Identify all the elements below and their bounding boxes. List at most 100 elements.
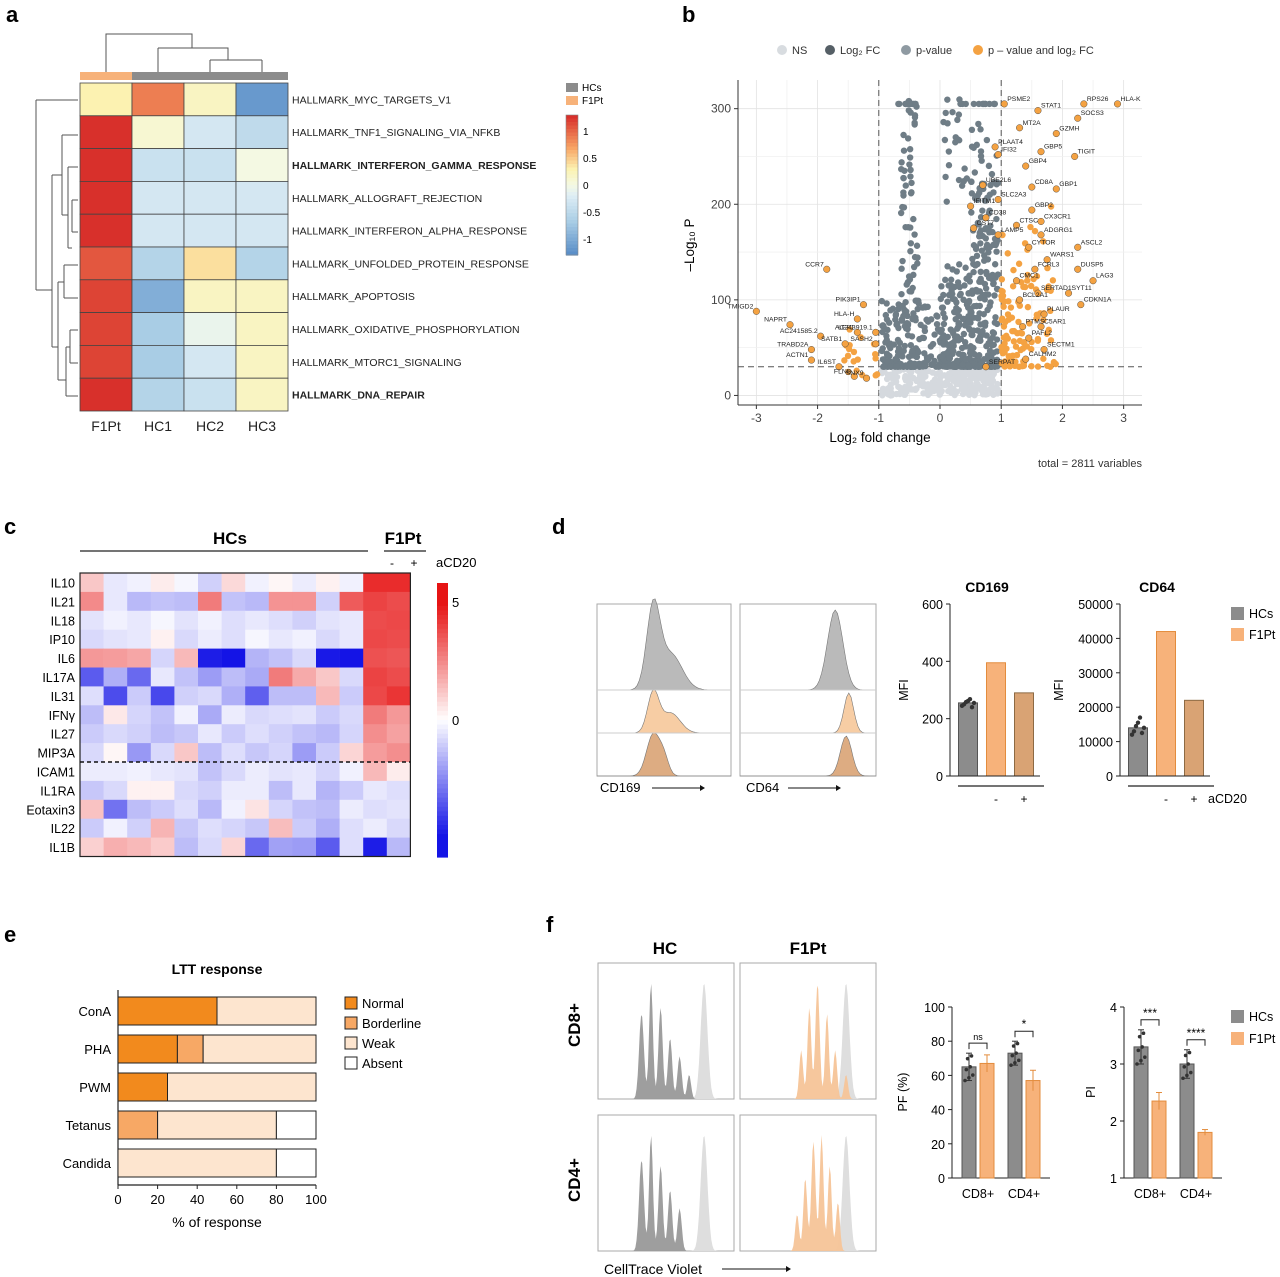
colorbar-segment bbox=[566, 206, 578, 211]
heatmap-cell bbox=[150, 648, 175, 668]
volcano-point bbox=[893, 362, 900, 370]
y-tick-label: 600 bbox=[922, 598, 943, 612]
heatmap-cell bbox=[339, 686, 364, 706]
stacked-bar-segment bbox=[117, 1072, 168, 1102]
volcano-point bbox=[1015, 260, 1023, 267]
labeled-gene-point bbox=[1025, 334, 1033, 342]
gene-label: PAFL2 bbox=[1032, 330, 1052, 337]
cytokine-label: IL21 bbox=[51, 595, 75, 609]
colorbar-segment bbox=[437, 820, 448, 826]
volcano-point bbox=[906, 276, 914, 283]
heatmap-cell bbox=[386, 648, 411, 668]
volcano-point bbox=[982, 235, 990, 242]
cytokine-label: IP10 bbox=[49, 633, 75, 647]
heatmap-cell bbox=[183, 312, 237, 346]
volcano-point bbox=[942, 276, 949, 284]
labeled-gene-point bbox=[994, 231, 1002, 239]
heatmap-cell bbox=[127, 648, 152, 668]
volcano-point bbox=[1031, 227, 1039, 235]
volcano-point bbox=[903, 281, 910, 288]
heatmap-cell bbox=[363, 573, 388, 593]
gene-label: GBP4 bbox=[1029, 158, 1047, 165]
volcano-point bbox=[968, 126, 976, 134]
colorbar-segment bbox=[437, 720, 448, 726]
data-point bbox=[971, 700, 977, 706]
volcano-point bbox=[1001, 340, 1008, 347]
labeled-gene-point bbox=[1089, 277, 1097, 285]
volcano-point bbox=[944, 333, 951, 341]
heatmap-cell bbox=[316, 818, 340, 838]
volcano-point bbox=[954, 136, 961, 143]
heatmap-cell bbox=[339, 610, 364, 630]
gene-label: CD38 bbox=[989, 210, 1007, 217]
legend-dot bbox=[901, 45, 911, 55]
volcano-point bbox=[941, 314, 949, 322]
volcano-point bbox=[992, 314, 999, 321]
row-label-cd8: CD8+ bbox=[565, 1003, 584, 1047]
heatmap-cell bbox=[268, 724, 293, 744]
colorbar-tick: 0 bbox=[452, 713, 459, 728]
labeled-gene-point bbox=[841, 340, 849, 348]
volcano-point bbox=[1015, 363, 1023, 370]
labeled-gene-point bbox=[1016, 296, 1024, 304]
panel-a-heatmap: HALLMARK_MYC_TARGETS_V1 HALLMARK_TNF1_SIG… bbox=[35, 33, 603, 434]
variables-caption: total = 2811 variables bbox=[1038, 458, 1143, 470]
gene-label: SLC2A3 bbox=[1001, 191, 1027, 198]
heatmap-cell bbox=[131, 180, 185, 215]
volcano-point bbox=[1049, 277, 1057, 284]
volcano-point bbox=[977, 240, 984, 247]
cytokine-label: ICAM1 bbox=[37, 765, 75, 779]
volcano-point bbox=[969, 255, 976, 263]
histogram-axis-label: CD169 bbox=[600, 780, 640, 795]
colorbar-segment bbox=[437, 747, 448, 753]
volcano-point bbox=[998, 276, 1006, 283]
legend-dot bbox=[777, 45, 787, 55]
treatment-sign: - bbox=[390, 556, 394, 570]
x-axis-title: % of response bbox=[172, 1214, 262, 1230]
y-tick-label: 400 bbox=[922, 655, 943, 669]
volcano-point bbox=[910, 215, 917, 223]
heatmap-cell bbox=[131, 279, 185, 313]
volcano-point bbox=[988, 368, 995, 376]
volcano-point bbox=[949, 108, 956, 116]
volcano-point bbox=[941, 136, 949, 144]
heatmap-cell bbox=[292, 686, 317, 706]
gene-label: CMC1 bbox=[1020, 273, 1039, 280]
gene-label: PLAUR bbox=[1047, 306, 1070, 313]
heatmap-cell bbox=[198, 591, 222, 612]
colorbar-segment bbox=[437, 601, 448, 607]
colorbar-segment bbox=[437, 610, 448, 616]
gene-label: SECTM1 bbox=[1047, 342, 1075, 349]
chart-title: LTT response bbox=[172, 961, 263, 977]
heatmap-cell bbox=[245, 591, 270, 612]
volcano-point bbox=[938, 326, 945, 334]
heatmap-cell bbox=[339, 648, 364, 668]
volcano-point bbox=[902, 325, 910, 332]
heatmap-cell bbox=[245, 799, 270, 819]
volcano-point bbox=[976, 294, 984, 302]
gene-label: TIGIT bbox=[1078, 148, 1095, 155]
volcano-point bbox=[919, 304, 926, 311]
heatmap-cell bbox=[245, 837, 270, 857]
legend-label: p – value and log₂ FC bbox=[988, 45, 1094, 57]
volcano-point bbox=[983, 270, 990, 278]
panel-label-e: e bbox=[4, 922, 16, 947]
heatmap-cell bbox=[339, 705, 364, 725]
volcano-point bbox=[1034, 363, 1042, 370]
heatmap-cell bbox=[127, 799, 152, 819]
volcano-point bbox=[990, 280, 997, 288]
colorbar-segment bbox=[437, 811, 448, 817]
legend-swatch-hc bbox=[1231, 1010, 1244, 1023]
volcano-point bbox=[907, 173, 914, 180]
x-tick-label: 3 bbox=[1120, 411, 1127, 425]
volcano-point bbox=[977, 268, 984, 276]
data-point bbox=[969, 705, 975, 710]
heatmap-cell bbox=[131, 148, 185, 182]
heatmap-cell bbox=[221, 629, 246, 649]
volcano-point bbox=[970, 344, 977, 352]
volcano-point bbox=[988, 170, 996, 178]
heatmap-cell bbox=[221, 648, 246, 668]
colorbar-segment bbox=[566, 213, 578, 218]
heatmap-cell bbox=[150, 591, 175, 612]
x-tick-label: 0 bbox=[114, 1192, 121, 1207]
